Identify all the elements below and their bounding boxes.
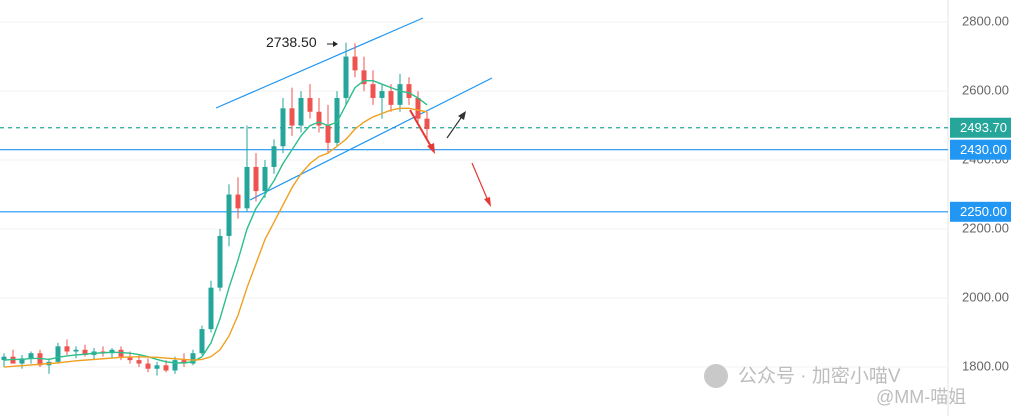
candle-body: [406, 84, 412, 98]
candle-body: [352, 56, 358, 71]
candle-body: [172, 360, 178, 371]
candle-body: [298, 97, 304, 126]
level-label-box: [950, 117, 1011, 138]
moving-average: [3, 107, 428, 368]
candle-body: [334, 97, 340, 143]
level-label-box: [950, 139, 1011, 160]
plot: [1, 42, 430, 376]
arrow-black: [446, 111, 466, 139]
candle-body: [307, 97, 313, 112]
candle-body: [271, 146, 277, 167]
y-tick-label: 1800.00: [962, 358, 1009, 373]
candle-body: [226, 194, 232, 236]
annotation: 2738.50: [266, 34, 317, 50]
channel-lower: [249, 77, 493, 201]
levels: [0, 127, 948, 213]
candle-body: [280, 108, 286, 147]
candle-body: [325, 125, 331, 143]
candle-body: [190, 353, 196, 364]
candle-body: [361, 70, 367, 85]
candle-body: [244, 166, 250, 209]
candle-body: [424, 118, 430, 130]
level-label-box: [950, 201, 1011, 222]
level-label: 2493.70: [960, 120, 1007, 135]
candle-body: [208, 287, 214, 330]
candle-body: [19, 358, 25, 364]
candle-body: [82, 349, 88, 355]
candle-body: [55, 346, 61, 362]
candle-body: [28, 353, 34, 359]
level-labels: 2493.70 2430.00 2250.00: [950, 117, 1011, 222]
watermark: 公众号 · 加密小喵V @MM-喵姐: [704, 364, 966, 407]
candle-body: [253, 166, 259, 192]
annotation-arrow: [327, 41, 338, 47]
candle-body: [64, 346, 70, 352]
candle-body: [1, 356, 7, 361]
channel-upper: [215, 17, 424, 109]
watermark-author: @MM-喵姐: [876, 387, 966, 407]
watermark-text: 公众号 · 加密小喵V: [738, 365, 901, 387]
candle-body: [289, 108, 295, 126]
candle-body: [397, 84, 403, 105]
candle-body: [199, 329, 205, 354]
candle-body: [388, 91, 394, 105]
candle-body: [154, 365, 160, 369]
candle-body: [235, 194, 241, 209]
candle-body: [136, 360, 142, 364]
candle-body: [145, 363, 151, 369]
candle-body: [379, 91, 385, 98]
moving-average: [3, 80, 428, 364]
y-tick-label: 2200.00: [962, 220, 1009, 235]
arrow-red-1: [409, 109, 435, 154]
watermark-icon: [704, 364, 728, 388]
y-tick-label: 2000.00: [962, 289, 1009, 304]
arrow-red-2: [471, 162, 491, 207]
level-label: 2250.00: [960, 204, 1007, 219]
candle-body: [343, 56, 349, 98]
candle-body: [316, 111, 322, 126]
y-tick-label: 2600.00: [962, 83, 1009, 98]
level-label: 2430.00: [960, 142, 1007, 157]
candle-body: [370, 84, 376, 98]
candle-body: [181, 360, 187, 364]
candle-body: [262, 166, 268, 192]
candle-body: [127, 356, 133, 361]
y-tick-label: 2800.00: [962, 14, 1009, 29]
candle-body: [217, 235, 223, 288]
candle-body: [163, 365, 169, 371]
candle-body: [73, 349, 79, 352]
candle-body: [37, 353, 43, 366]
candle-body: [415, 97, 421, 119]
